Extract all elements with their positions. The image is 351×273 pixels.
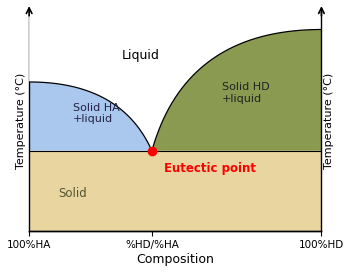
Y-axis label: Temperature (°C): Temperature (°C) — [16, 73, 26, 170]
X-axis label: Composition: Composition — [136, 253, 214, 266]
Text: Eutectic point: Eutectic point — [164, 162, 256, 175]
Polygon shape — [29, 12, 322, 151]
Y-axis label: Temperature (°C): Temperature (°C) — [324, 73, 334, 170]
Text: Solid HA
+liquid: Solid HA +liquid — [73, 103, 120, 124]
Text: Liquid: Liquid — [121, 49, 159, 62]
Text: Solid HD
+liquid: Solid HD +liquid — [222, 82, 270, 104]
Polygon shape — [29, 151, 322, 231]
Text: Solid: Solid — [58, 187, 87, 200]
Polygon shape — [29, 82, 152, 151]
Polygon shape — [152, 29, 322, 151]
